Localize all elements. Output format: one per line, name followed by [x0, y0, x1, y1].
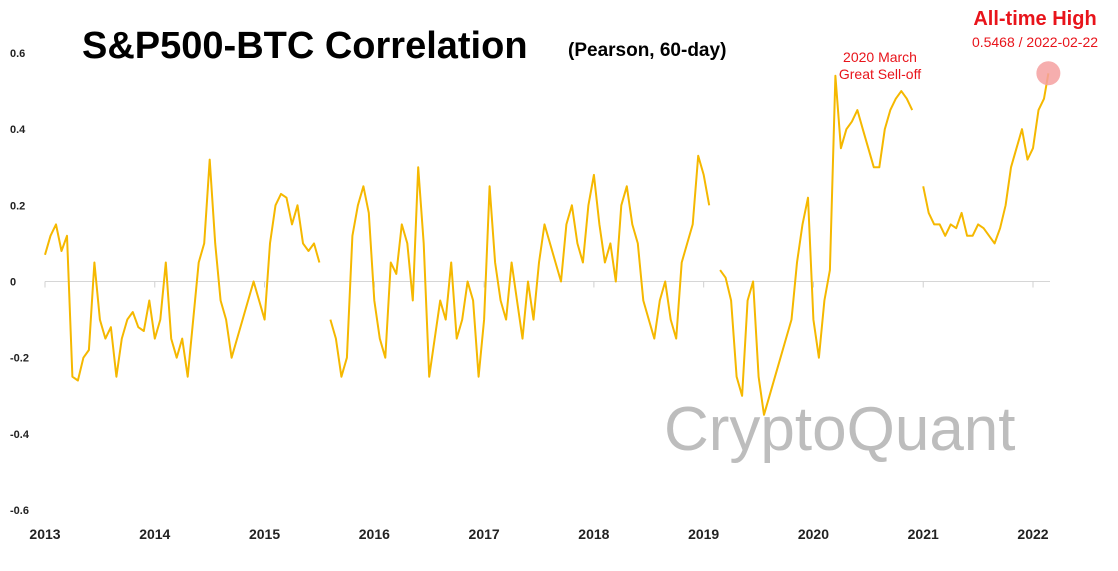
ath-annotation-title: All-time High — [973, 8, 1096, 30]
x-tick-label: 2021 — [908, 526, 939, 542]
x-axis-ticks: 2013 2014 2015 2016 2017 2018 2019 2020 2021 2022 — [29, 526, 1048, 542]
x-tick-label: 2017 — [469, 526, 500, 542]
y-tick-label: -0.6 — [10, 505, 29, 517]
y-tick-label: -0.2 — [10, 353, 29, 365]
x-tick-label: 2014 — [139, 526, 170, 542]
x-tick-label: 2016 — [359, 526, 390, 542]
x-tick-label: 2018 — [578, 526, 609, 542]
y-tick-label: -0.4 — [10, 429, 30, 441]
y-tick-label: 0.6 — [10, 48, 25, 60]
x-tick-label: 2015 — [249, 526, 280, 542]
x-tick-label: 2013 — [29, 526, 60, 542]
watermark-text: CryptoQuant — [664, 395, 1016, 464]
chart-title: S&P500-BTC Correlation — [82, 25, 528, 67]
y-tick-label: 0.2 — [10, 200, 25, 212]
x-tick-label: 2022 — [1017, 526, 1048, 542]
y-axis-ticks: 0.6 0.4 0.2 0 -0.2 -0.4 -0.6 — [10, 48, 30, 517]
ath-annotation-value: 0.5468 / 2022-02-22 — [972, 34, 1098, 50]
covid-annotation-line2: Great Sell-off — [839, 66, 921, 82]
x-tick-label: 2020 — [798, 526, 829, 542]
y-tick-label: 0 — [10, 277, 16, 289]
correlation-series-line — [44, 73, 1050, 416]
chart-subtitle: (Pearson, 60-day) — [568, 40, 726, 61]
all-time-high-marker — [1036, 61, 1061, 86]
x-tick-label: 2019 — [688, 526, 719, 542]
series-layer — [44, 73, 1050, 416]
x-axis-tick-marks — [44, 281, 1034, 288]
covid-annotation-line1: 2020 March — [843, 49, 917, 65]
y-tick-label: 0.4 — [10, 124, 26, 136]
